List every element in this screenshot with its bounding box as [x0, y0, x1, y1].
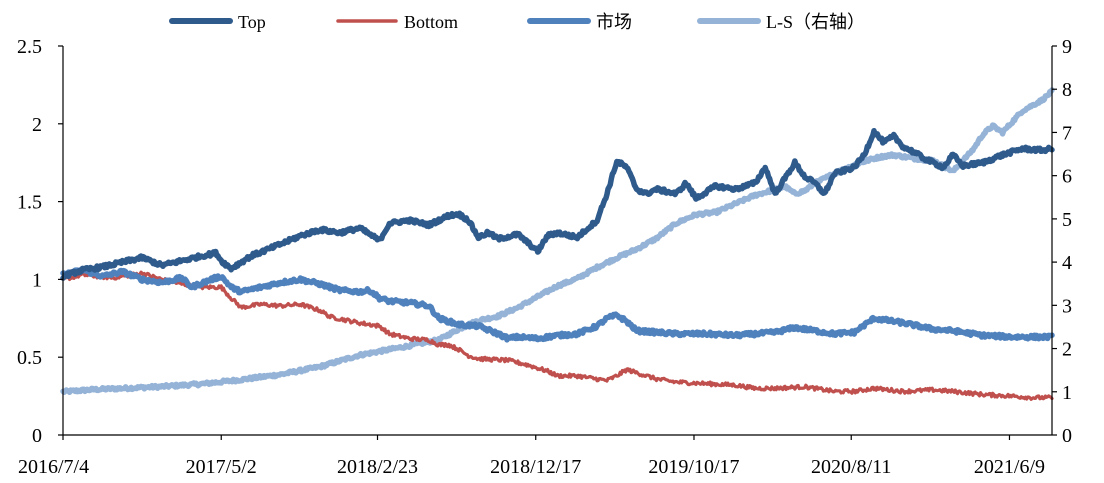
legend-label: Top	[238, 12, 266, 32]
y-right-tick-label: 5	[1062, 209, 1072, 231]
legend: Top Bottom 市场 L-S（右轴）	[169, 12, 865, 32]
series-line-1	[61, 270, 1054, 401]
x-tick-label: 2021/6/9	[974, 456, 1045, 478]
y-left-tick-label: 2.5	[17, 36, 42, 58]
x-tick-label: 2018/2/23	[337, 456, 418, 478]
x-tick-label: 2020/8/11	[811, 456, 891, 478]
y-left-tick-label: 2	[32, 114, 42, 136]
legend-label: L-S（右轴）	[766, 12, 865, 32]
series-layer	[60, 87, 1055, 401]
series-line-3	[60, 87, 1055, 396]
series-line-2	[60, 266, 1055, 343]
legend-label: Bottom	[404, 12, 458, 32]
x-tick-label: 2017/5/2	[186, 456, 257, 478]
y-right-tick-label: 4	[1062, 252, 1072, 274]
y-right-tick-label: 8	[1062, 79, 1072, 101]
y-left-tick-label: 1	[32, 269, 42, 291]
x-tick-label: 2016/7/4	[18, 456, 89, 478]
y-right-tick-label: 2	[1062, 339, 1072, 361]
y-left-tick-label: 0	[32, 425, 42, 447]
x-tick-label: 2019/10/17	[648, 456, 739, 478]
y-right-tick-label: 0	[1062, 425, 1072, 447]
y-right-tick-label: 9	[1062, 36, 1072, 58]
y-right-tick-label: 3	[1062, 295, 1072, 317]
series-line-0	[60, 127, 1055, 281]
legend-label: 市场	[596, 12, 632, 32]
y-right-tick-label: 1	[1062, 382, 1072, 404]
y-left-tick-label: 1.5	[17, 192, 42, 214]
y-left-tick-label: 0.5	[17, 347, 42, 369]
x-tick-label: 2018/12/17	[490, 456, 581, 478]
axes-layer: 0 0.5 1 1.5 2 2.5 0 1 2 3 4 5 6 7 8 9 2016/7/4 2017/5/2 20…	[17, 36, 1072, 478]
y-right-tick-label: 7	[1062, 122, 1072, 144]
y-right-tick-label: 6	[1062, 166, 1072, 188]
